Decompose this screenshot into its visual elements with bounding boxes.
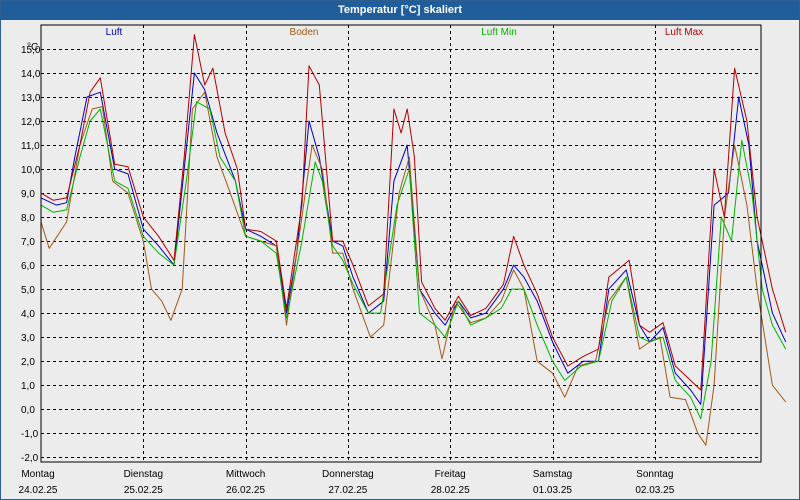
y-axis-label: °C [27, 42, 38, 53]
x-tick-date-label: 27.02.25 [328, 485, 367, 496]
y-tick-label: 7,0 [21, 237, 35, 248]
x-tick-day-label: Sonntag [636, 469, 673, 480]
y-axis-ticks: -2,0 -1,0 0,0 1,0 2,0 3,0 4,0 5,0 6,0 7,0 8,0 9,0 10… [21, 45, 41, 464]
x-tick-day-label: Mittwoch [226, 469, 265, 480]
y-tick-label: 4,0 [21, 309, 35, 320]
series-line-luft-max [40, 34, 787, 391]
x-tick-day-label: Freitag [435, 469, 466, 480]
x-tick-date-label: 24.02.25 [19, 485, 58, 496]
x-tick-date-label: 01.03.25 [533, 485, 572, 496]
y-tick-label: 11,0 [21, 141, 40, 152]
window-title: Temperatur [°C] skaliert [337, 4, 462, 16]
y-tick-label: 0,0 [21, 405, 35, 416]
x-tick-date-label: 26.02.25 [226, 485, 265, 496]
window-title-bar: Temperatur [°C] skaliert [1, 1, 799, 20]
y-tick-label: 13,0 [21, 93, 41, 104]
x-tick-date-label: 28.02.25 [431, 485, 470, 496]
y-tick-label: 14,0 [21, 69, 41, 80]
temperature-chart: -2,0 -1,0 0,0 1,0 2,0 3,0 4,0 5,0 6,0 7,0 8,0 9,0 10… [19, 24, 787, 496]
y-tick-label: 5,0 [21, 285, 35, 296]
y-tick-label: -1,0 [21, 429, 39, 440]
y-tick-label: 6,0 [21, 261, 35, 272]
y-tick-label: -2,0 [21, 453, 39, 464]
series-line-luft [40, 72, 787, 405]
legend-label-luft-min: Luft Min [481, 27, 517, 38]
x-tick-day-label: Donnerstag [322, 469, 374, 480]
series-line-luft-min [40, 101, 787, 420]
x-tick-day-label: Dienstag [124, 469, 163, 480]
legend-label-luft-max: Luft Max [665, 27, 703, 38]
y-tick-label: 3,0 [21, 333, 35, 344]
series-lines [40, 34, 787, 446]
y-tick-label: 9,0 [21, 189, 35, 200]
series-line-boden [40, 91, 787, 446]
y-tick-label: 15,0 [21, 45, 41, 56]
y-tick-label: 2,0 [21, 357, 35, 368]
legend-label-boden: Boden [290, 27, 319, 38]
x-tick-date-label: 25.02.25 [124, 485, 163, 496]
x-tick-day-label: Samstag [533, 469, 572, 480]
plot-frame [40, 24, 762, 463]
grid-lines [41, 25, 761, 462]
y-tick-label: 10,0 [21, 165, 41, 176]
legend: Luft Boden Luft Min Luft Max [106, 27, 704, 38]
legend-label-luft: Luft [106, 27, 123, 38]
x-tick-day-label: Montag [21, 469, 54, 480]
x-axis-ticks: Montag 24.02.25 Dienstag 25.02.25 Mittwoch 26… [19, 469, 675, 496]
x-tick-date-label: 02.03.25 [635, 485, 674, 496]
y-tick-label: 8,0 [21, 213, 35, 224]
y-tick-label: 12,0 [21, 117, 41, 128]
y-tick-label: 1,0 [21, 381, 35, 392]
